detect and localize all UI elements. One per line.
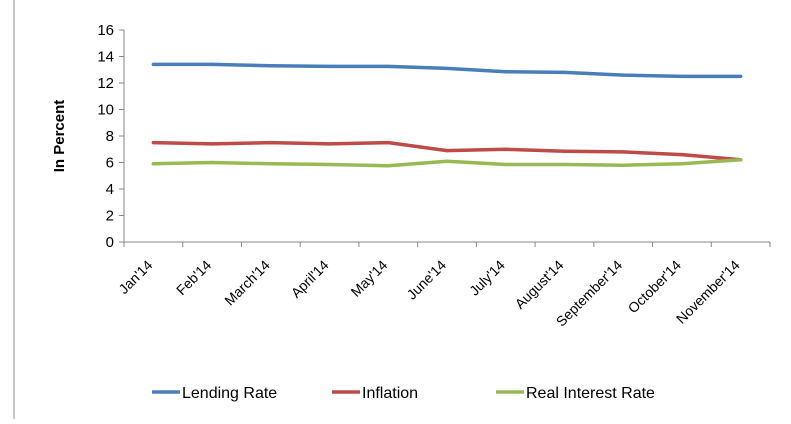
data-point bbox=[680, 162, 684, 166]
legend-label: Real Interest Rate bbox=[526, 385, 655, 402]
legend-label: Inflation bbox=[362, 385, 418, 402]
data-point bbox=[327, 162, 332, 167]
data-point bbox=[739, 74, 743, 78]
data-point bbox=[562, 162, 567, 167]
y-tick-label: 0 bbox=[106, 234, 114, 251]
data-point bbox=[445, 66, 449, 71]
data-point bbox=[504, 147, 508, 151]
data-point bbox=[386, 164, 390, 168]
data-point bbox=[621, 150, 625, 154]
y-tick-label: 12 bbox=[97, 75, 114, 92]
data-point bbox=[151, 62, 155, 67]
y-tick-label: 16 bbox=[97, 22, 114, 39]
series-layer bbox=[151, 62, 743, 168]
data-point bbox=[504, 70, 508, 74]
data-point bbox=[621, 73, 625, 77]
y-tick-label: 2 bbox=[106, 208, 114, 225]
data-point bbox=[210, 62, 214, 67]
legend: Lending Rate Inflation Real Interest Rate bbox=[152, 385, 655, 402]
legend-label: Lending Rate bbox=[182, 385, 277, 402]
data-point bbox=[562, 149, 567, 153]
data-point bbox=[151, 162, 155, 166]
y-tick-label: 8 bbox=[106, 128, 114, 145]
data-point bbox=[621, 163, 625, 167]
data-point bbox=[680, 74, 684, 78]
data-point bbox=[151, 141, 155, 145]
data-point bbox=[210, 160, 214, 165]
data-point bbox=[445, 148, 449, 153]
y-tick-label: 6 bbox=[106, 155, 114, 172]
data-point bbox=[269, 64, 273, 68]
data-point bbox=[504, 162, 508, 167]
y-tick-label: 10 bbox=[97, 102, 114, 119]
y-tick-label: 14 bbox=[97, 49, 114, 66]
data-point bbox=[445, 159, 449, 163]
data-point bbox=[680, 152, 684, 157]
data-point bbox=[386, 141, 390, 145]
data-point bbox=[269, 141, 273, 145]
data-point bbox=[327, 142, 332, 146]
data-point bbox=[739, 158, 743, 162]
data-point bbox=[327, 64, 332, 69]
data-point bbox=[269, 162, 273, 166]
chart-border bbox=[13, 0, 791, 424]
y-tick-label: 4 bbox=[106, 181, 114, 198]
y-axis: 0 2 4 6 8 10 12 14 16 bbox=[97, 22, 125, 251]
y-axis-title: In Percent bbox=[51, 100, 68, 173]
data-point bbox=[562, 70, 567, 74]
data-point bbox=[386, 64, 390, 69]
data-point bbox=[210, 142, 214, 146]
